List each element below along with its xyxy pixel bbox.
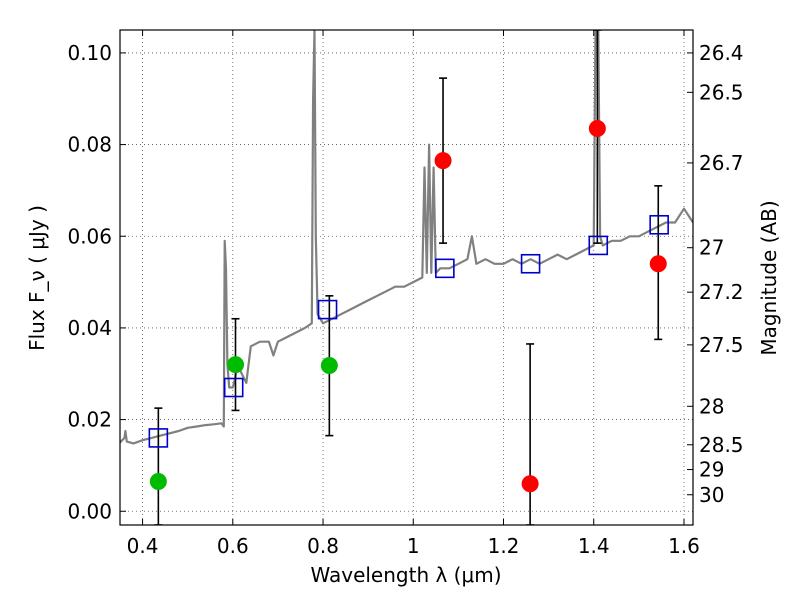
x-tick-label: 0.6 (217, 534, 249, 558)
model-point (520, 253, 541, 274)
plot-area (120, 30, 693, 525)
y2-tick-label: 27 (699, 236, 724, 260)
y-tick-label: 0.06 (67, 224, 112, 248)
plot-frame (119, 29, 694, 526)
model-point (649, 214, 669, 235)
observed-points (149, 120, 667, 493)
y2-tick-label: 27.5 (699, 333, 744, 357)
model-point (588, 235, 609, 256)
model-point (435, 258, 455, 279)
observed-point (149, 472, 167, 490)
axis-ticks: 0.4 0.6 0.8 1 1.2 1.4 1.6 0.00 0.02 0.04 0.06 0.08 0… (67, 30, 744, 558)
y2-tick-label: 26.5 (699, 80, 744, 104)
error-bars (154, 30, 663, 525)
spectrum-path (120, 30, 693, 445)
spectrum-line (120, 30, 693, 445)
x-axis-label: Wavelength λ (μm) (310, 563, 501, 587)
y-tick-label: 0.10 (67, 41, 112, 65)
x-tick-label: 1.2 (488, 534, 520, 558)
y2-tick-label: 29 (699, 458, 724, 482)
y-tick-label: 0.08 (67, 133, 112, 157)
y2-tick-label: 30 (699, 483, 724, 507)
x-tick-label: 1 (407, 534, 420, 558)
x-tick-label: 1.6 (668, 534, 700, 558)
x-tick-label: 0.8 (307, 534, 339, 558)
y2-tick-label: 28 (699, 394, 724, 418)
y2-tick-label: 28.5 (699, 433, 744, 457)
observed-point (649, 255, 667, 273)
observed-point (227, 356, 245, 374)
observed-point (320, 357, 338, 374)
y-axis-label: Flux F_ν ( μJy ) (25, 205, 49, 351)
y2-tick-label: 26.4 (699, 41, 744, 65)
x-tick-label: 1.4 (578, 534, 610, 558)
model-points (148, 214, 669, 448)
model-point (148, 428, 169, 448)
observed-point (434, 152, 452, 170)
model-point (317, 299, 338, 320)
y2-tick-label: 26.7 (699, 151, 744, 175)
y-tick-label: 0.00 (67, 499, 112, 523)
y-tick-label: 0.04 (67, 316, 112, 340)
observed-point (521, 475, 539, 493)
y2-tick-label: 27.2 (699, 280, 744, 304)
observed-point (588, 120, 606, 138)
model-point (223, 377, 244, 398)
y-tick-label: 0.02 (67, 408, 112, 432)
grid (120, 30, 693, 525)
y2-axis-label: Magnitude (AB) (757, 200, 781, 355)
x-tick-label: 0.4 (127, 534, 159, 558)
